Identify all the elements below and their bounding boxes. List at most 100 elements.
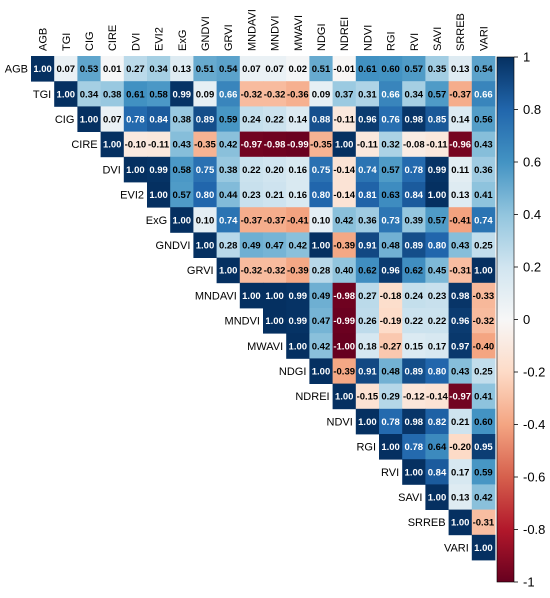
cell-value: -0.27 — [380, 341, 402, 352]
row-label-mwavi: MWAVI — [247, 341, 283, 353]
heatmap-cell-agb-tgi — [54, 56, 78, 82]
cell-value: -0.15 — [357, 392, 379, 403]
heatmap-cell-ndvi-srreb — [448, 408, 473, 435]
cell-value: 0.75 — [312, 165, 331, 176]
column-label-ndvi: NDVI — [362, 25, 374, 51]
cell-value: 0.35 — [428, 64, 447, 75]
cell-value: -0.18 — [380, 291, 402, 302]
heatmap-cell-ndvi-rvi — [402, 408, 426, 435]
heatmap-cell-cig-grvi — [216, 106, 241, 132]
cell-value: 0.27 — [358, 291, 377, 302]
heatmap-cell-mwavi-rgi — [379, 333, 403, 359]
heatmap-cell-evi2-ndvi — [355, 182, 380, 208]
cell-value: 0.76 — [381, 115, 400, 126]
cell-value: -0.14 — [333, 190, 355, 201]
cell-value: 0.78 — [405, 442, 424, 453]
cell-value: 0.99 — [173, 89, 192, 100]
heatmap-cell-mndavi-mwavi — [286, 282, 310, 309]
cell-value: 0.15 — [405, 341, 424, 352]
heatmap-cell-ndgi-rgi — [379, 358, 403, 384]
row-label-rgi: RGI — [356, 442, 376, 454]
cell-value: -0.39 — [287, 266, 309, 277]
cell-value: 1.00 — [428, 190, 447, 201]
colorbar-ticks: 1 0.8 0.6 0.4 0.2 0 -0.2 -0.4 -0.6 -0.8 -1 — [514, 50, 545, 590]
colorbar-gradient — [496, 56, 515, 583]
cell-value: 0.20 — [265, 165, 284, 176]
cell-value: 1.00 — [103, 140, 122, 151]
heatmap-cell-evi2-ndgi — [309, 182, 333, 208]
cell-value: 0.99 — [428, 165, 447, 176]
cell-value: 0.73 — [381, 215, 400, 226]
heatmap-cell-evi2-mndvi — [263, 182, 287, 208]
cell-value: 0.09 — [312, 89, 331, 100]
cell-value: -0.97 — [241, 140, 263, 151]
heatmap-cell-mndavi-vari — [471, 282, 496, 309]
heatmap-cell-savi-srreb — [448, 484, 473, 510]
cell-value: 0.23 — [428, 291, 447, 302]
heatmap-cell-grvi-ndrei — [332, 257, 357, 284]
cell-value: -0.10 — [125, 140, 147, 151]
cell-value: 0.21 — [451, 417, 470, 428]
heatmap-cell-cire-mndavi — [239, 131, 264, 158]
cell-value: 0.57 — [428, 215, 447, 226]
heatmap-cell-tgi-vari — [471, 81, 496, 107]
heatmap-cell-agb-cire — [100, 56, 125, 82]
heatmap-cell-grvi-mwavi — [286, 257, 310, 284]
heatmap-cell-tgi-cig — [77, 81, 101, 107]
cell-value: 0.97 — [451, 341, 470, 352]
heatmap-cell-evi2-rvi — [402, 182, 426, 208]
cell-value: 1.00 — [474, 543, 493, 554]
cell-value: -0.14 — [333, 165, 355, 176]
heatmap-cell-tgi-ndgi — [309, 81, 333, 107]
heatmap-cell-agb-vari — [471, 56, 496, 82]
heatmap-cell-tgi-exg — [170, 81, 194, 107]
cell-value: 0.27 — [126, 64, 145, 75]
cell-value: 0.84 — [149, 115, 168, 126]
heatmap-cell-cire-evi2 — [147, 131, 171, 158]
colorbar-tick-label: -0.2 — [523, 365, 545, 380]
colorbar-tick-label: 0.6 — [523, 155, 541, 170]
cell-value: 0.43 — [173, 140, 192, 151]
cell-value: 0.07 — [265, 64, 284, 75]
heatmap-cell-mndvi-rgi — [379, 308, 403, 334]
heatmap-cell-gndvi-ndgi — [309, 232, 333, 258]
heatmap-cell-agb-mndvi — [263, 56, 287, 82]
heatmap-cell-dvi-ndrei — [332, 156, 357, 183]
cell-value: 0.38 — [173, 115, 192, 126]
cell-value: -0.40 — [473, 341, 495, 352]
row-label-gndvi: GNDVI — [156, 240, 191, 252]
heatmap-cell-agb-dvi — [123, 56, 148, 82]
cell-value: -0.41 — [449, 215, 471, 226]
cell-value: 0.81 — [358, 190, 377, 201]
colorbar-tick-label: 1 — [523, 50, 530, 65]
cell-value: 0.48 — [381, 241, 400, 252]
cell-value: 0.22 — [242, 165, 261, 176]
heatmap-cell-ndrei-ndvi — [355, 383, 380, 410]
heatmap-cell-ndvi-savi — [425, 408, 449, 435]
cell-value: 0.80 — [428, 241, 447, 252]
cell-value: 0.39 — [405, 215, 424, 226]
row-label-mndavi: MNDAVI — [195, 290, 237, 302]
cell-value: 0.47 — [265, 241, 284, 252]
cell-value: -0.41 — [287, 215, 309, 226]
cell-value: 0.89 — [405, 367, 424, 378]
row-label-agb: AGB — [5, 64, 28, 76]
row-label-tgi: TGI — [33, 89, 51, 101]
heatmap-cell-evi2-vari — [471, 182, 496, 208]
heatmap-cell-cig-dvi — [123, 106, 148, 132]
cell-value: 0.28 — [312, 266, 331, 277]
heatmap-cell-ndvi-ndvi — [355, 408, 380, 435]
heatmap-cell-agb-srreb — [448, 56, 473, 82]
cell-value: 0.07 — [242, 64, 261, 75]
heatmap-cell-tgi-mndavi — [239, 81, 264, 107]
column-label-srreb: SRREB — [455, 13, 467, 51]
column-label-mwavi: MWAVI — [293, 15, 305, 51]
heatmap-cell-dvi-gndvi — [193, 156, 217, 183]
cell-value: 0.34 — [405, 89, 424, 100]
heatmap-cell-evi2-grvi — [216, 182, 241, 208]
heatmap-cell-agb-mwavi — [286, 56, 310, 82]
cell-value: 0.25 — [474, 241, 493, 252]
cell-value: 0.43 — [451, 367, 470, 378]
cell-value: -0.32 — [241, 266, 263, 277]
cell-value: 0.22 — [428, 316, 447, 327]
